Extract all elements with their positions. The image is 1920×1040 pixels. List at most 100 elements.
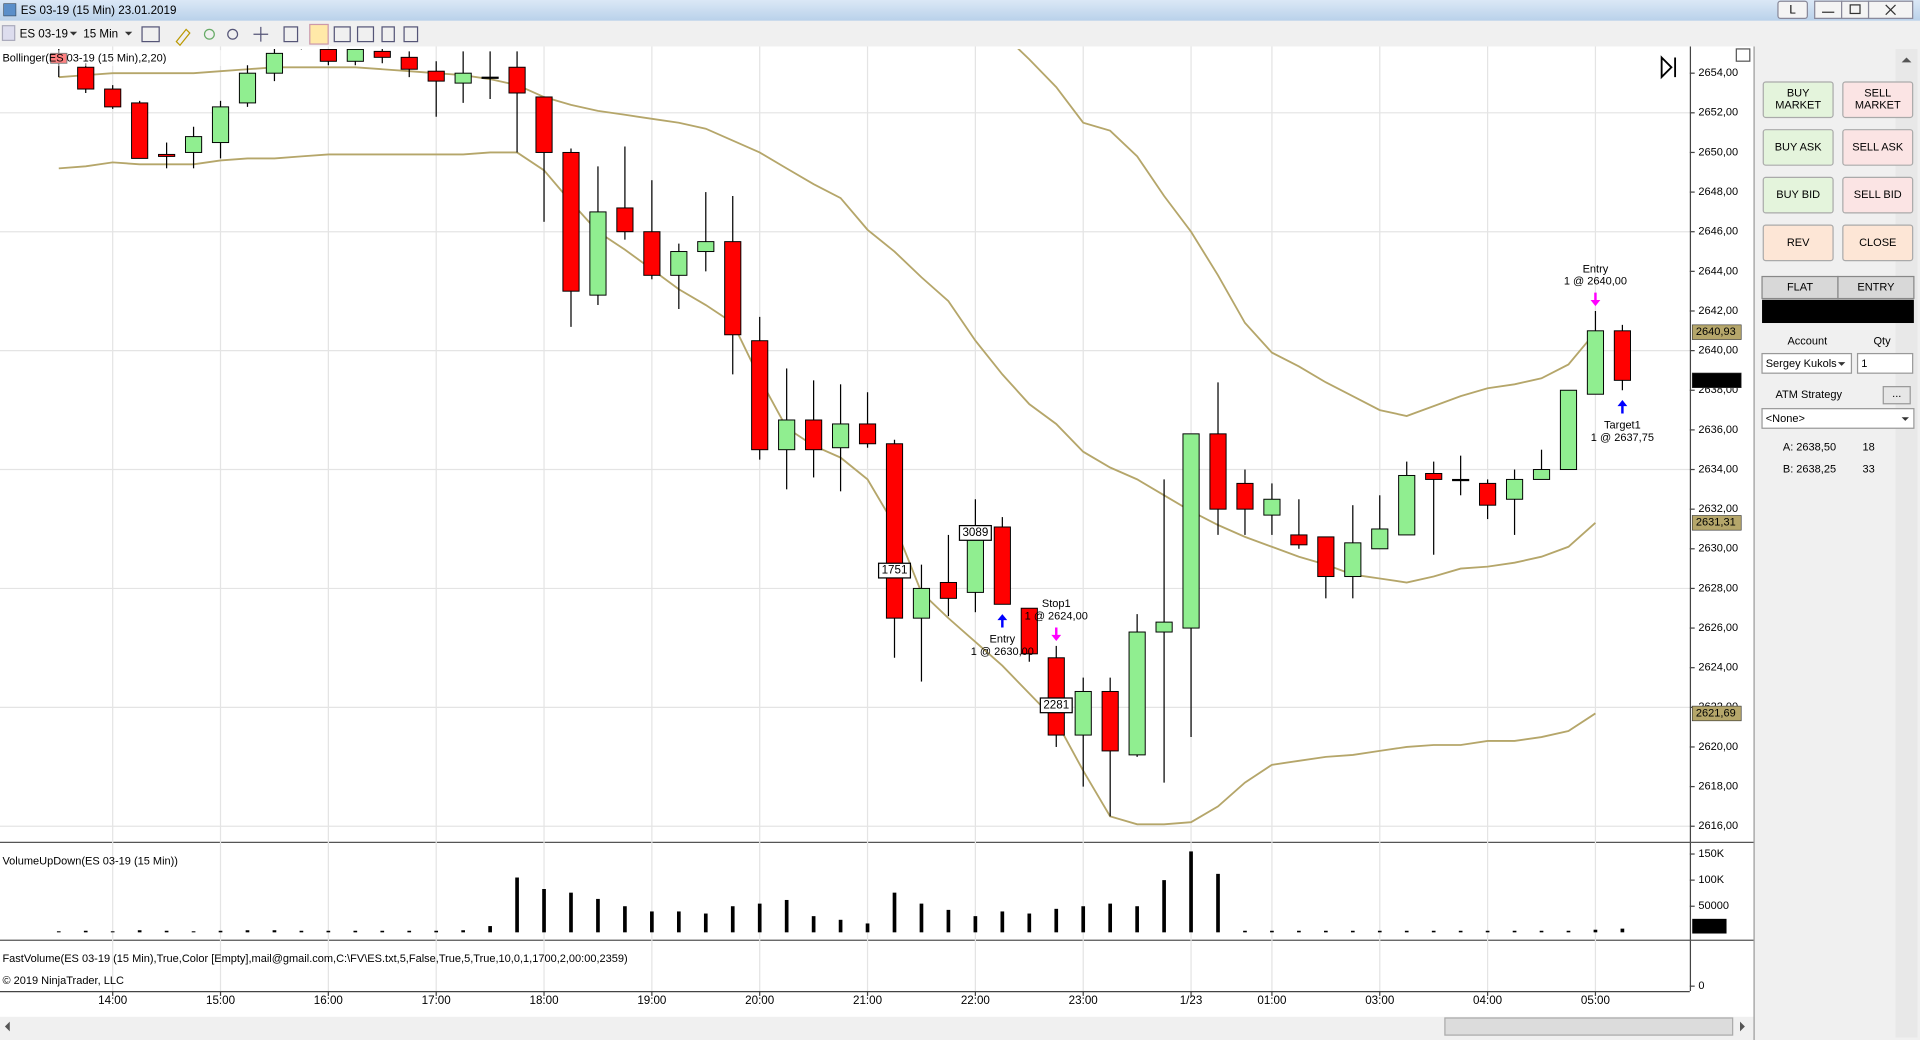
template-icon[interactable] (356, 26, 375, 43)
pnl-label: PnL (1828, 305, 1848, 317)
candle-body (454, 72, 472, 84)
bollinger-band (58, 151, 1596, 826)
panel-icon[interactable] (403, 26, 419, 43)
candle-body (805, 419, 823, 451)
account-value: Sergey Kukols (1766, 358, 1837, 370)
maximize-button[interactable] (1841, 0, 1870, 19)
order-button-label: SELL ASK (1852, 141, 1904, 153)
atm-button[interactable] (1882, 386, 1911, 405)
order-button[interactable] (1762, 176, 1834, 214)
minimize-button[interactable] (1814, 0, 1843, 19)
panel-max-button[interactable] (1735, 48, 1751, 62)
volume-bar (1324, 930, 1328, 933)
scroll-left[interactable] (4, 1021, 10, 1032)
price-marker-label: 2640,93 (1696, 326, 1736, 338)
order-button-label: BUY (1787, 88, 1810, 100)
bars-icon[interactable] (141, 26, 160, 43)
order-button[interactable] (1762, 129, 1834, 166)
scrollbar[interactable] (0, 1016, 1754, 1037)
volume-annotation-box (1039, 697, 1073, 714)
instrument-select[interactable]: ES 03-19 (20, 27, 68, 40)
scroll-thumb[interactable] (1444, 1017, 1734, 1036)
properties-icon[interactable] (283, 26, 299, 43)
strategy-icon[interactable] (309, 23, 329, 45)
order-button[interactable] (1842, 224, 1914, 262)
price-marker (1691, 515, 1742, 531)
app-icon (3, 3, 17, 17)
print-icon[interactable] (381, 26, 395, 43)
qty-input[interactable] (1856, 352, 1914, 374)
account-select[interactable] (1761, 352, 1853, 374)
y-tick-label: 2648,00 (1698, 186, 1738, 198)
x-tick-label: 22:00 (961, 994, 990, 1007)
candle-body (724, 241, 742, 336)
atm-select[interactable] (1761, 408, 1915, 429)
order-button[interactable] (1842, 129, 1914, 166)
order-name: Entry (989, 634, 1015, 646)
tab[interactable] (1837, 275, 1915, 300)
order-button-label: BUY ASK (1775, 141, 1823, 153)
price-marker-label: 2621,69 (1696, 707, 1736, 719)
link-button-label: L (1789, 3, 1796, 16)
candle-body (1101, 690, 1119, 752)
order-button[interactable] (1842, 81, 1914, 119)
y-tick-label: 2650,00 (1698, 146, 1738, 158)
candle-body (535, 96, 553, 153)
zoom-icon[interactable] (203, 28, 215, 40)
volume-bar (407, 930, 412, 933)
candle-body (265, 52, 284, 74)
x-tick-label: 05:00 (1581, 994, 1610, 1007)
volume-bar (1512, 930, 1517, 933)
scroll-to-end-button[interactable] (1660, 55, 1677, 80)
crosshair-icon[interactable] (253, 26, 269, 42)
hand-icon[interactable] (227, 28, 239, 40)
interval-select[interactable]: 15 Min (83, 27, 118, 40)
x-tick-label: 01:00 (1257, 994, 1286, 1007)
volume-bar (838, 919, 843, 933)
x-tick-label: 17:00 (422, 994, 451, 1007)
candle-body (1452, 478, 1470, 482)
candle-body (481, 76, 499, 79)
volume-marker (1692, 918, 1727, 934)
candle-body (77, 66, 95, 90)
x-tick-label: 16:00 (314, 994, 343, 1007)
volume-bar (164, 930, 169, 933)
toolbar-icons (141, 23, 419, 47)
candle-body (858, 423, 877, 445)
y-tick-label: 2652,00 (1698, 107, 1738, 119)
candle-body (1236, 482, 1254, 510)
candle-body (1398, 474, 1416, 536)
y-tick-label: 2636,00 (1698, 424, 1738, 436)
volume-bar (1270, 930, 1274, 933)
volume-bar (1162, 880, 1166, 933)
order-button[interactable] (1762, 224, 1834, 262)
candle-body (508, 66, 526, 94)
x-tick-label: 14:00 (98, 994, 127, 1007)
panel-scroll-up[interactable] (1901, 57, 1912, 63)
candle-body (1317, 536, 1335, 578)
volume-bar (1377, 930, 1382, 933)
order-button[interactable] (1762, 81, 1834, 119)
price-marker (1691, 372, 1742, 388)
x-tick-label: 03:00 (1365, 994, 1394, 1007)
draw-icon[interactable] (175, 28, 191, 47)
y-tick-label: 2654,00 (1698, 67, 1738, 79)
account-label: Account (1787, 335, 1827, 347)
title-bar (0, 0, 1920, 21)
volume-bar (730, 906, 735, 933)
order-button[interactable] (1842, 176, 1914, 214)
candle-body (1371, 528, 1389, 550)
candle-body (832, 423, 850, 449)
volume-bar (569, 892, 573, 933)
candle-body (238, 72, 257, 104)
maximize-icon (1849, 4, 1861, 15)
volume-bar (892, 892, 897, 933)
dropdown-arrow (1837, 362, 1846, 366)
scroll-right[interactable] (1740, 1021, 1745, 1032)
link-button[interactable] (1777, 0, 1808, 19)
order-button-label: REV (1787, 237, 1810, 249)
indicators-icon[interactable] (333, 26, 351, 43)
candle-body (966, 536, 984, 593)
